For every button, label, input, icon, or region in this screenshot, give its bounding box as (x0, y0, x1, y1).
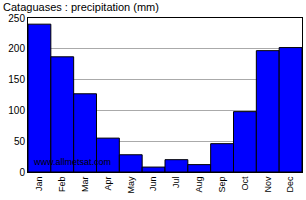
svg-text:Apr: Apr (103, 177, 113, 191)
svg-text:Jan: Jan (34, 177, 44, 192)
svg-text:200: 200 (8, 43, 25, 54)
svg-text:Aug: Aug (194, 177, 204, 193)
svg-text:Cataguases : precipitation (mm: Cataguases : precipitation (mm) (3, 1, 159, 13)
svg-text:250: 250 (8, 13, 25, 24)
svg-text:50: 50 (14, 136, 26, 147)
svg-text:Jun: Jun (149, 177, 159, 192)
svg-text:Dec: Dec (286, 176, 296, 193)
svg-text:150: 150 (8, 74, 25, 85)
svg-text:Mar: Mar (80, 177, 90, 193)
svg-text:May: May (126, 176, 136, 194)
svg-text:Oct: Oct (240, 176, 250, 191)
svg-text:Feb: Feb (57, 177, 67, 193)
svg-text:100: 100 (8, 105, 25, 116)
svg-text:Jul: Jul (171, 177, 181, 189)
svg-text:www.allmetsat.com: www.allmetsat.com (33, 157, 111, 167)
svg-text:Nov: Nov (263, 176, 273, 193)
svg-text:0: 0 (19, 167, 25, 178)
svg-text:Sep: Sep (217, 177, 227, 193)
